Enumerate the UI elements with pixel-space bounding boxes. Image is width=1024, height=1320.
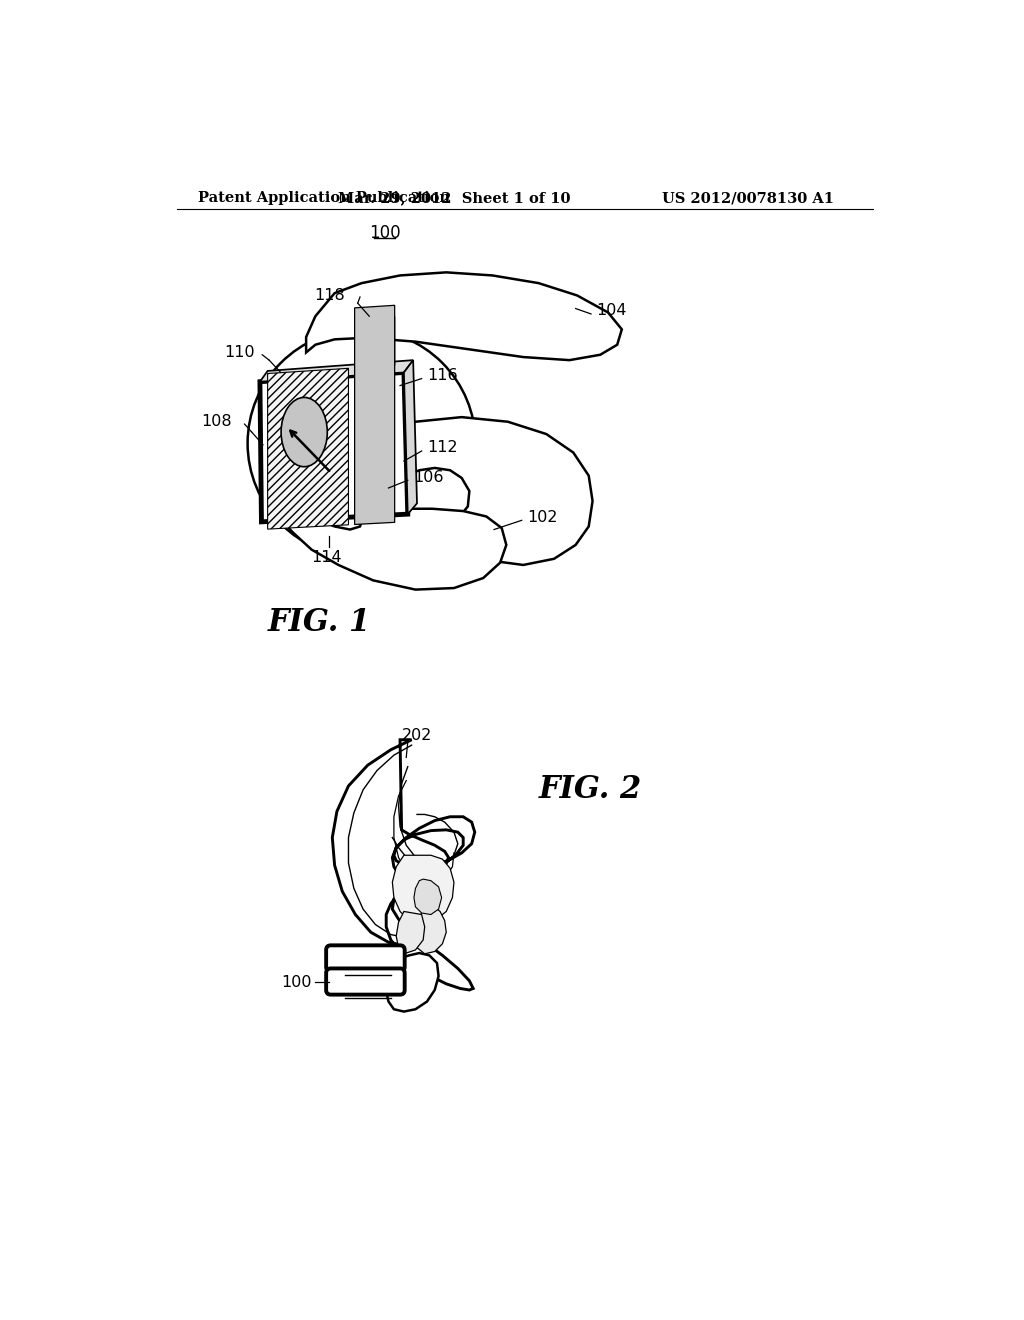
FancyBboxPatch shape <box>326 969 404 995</box>
Text: 102: 102 <box>527 510 558 525</box>
Text: 100: 100 <box>369 224 400 242</box>
Polygon shape <box>392 855 454 924</box>
Text: 110: 110 <box>224 345 255 360</box>
Polygon shape <box>279 496 364 529</box>
Text: Mar. 29, 2012  Sheet 1 of 10: Mar. 29, 2012 Sheet 1 of 10 <box>338 191 570 206</box>
Text: 104: 104 <box>596 304 627 318</box>
Text: 118: 118 <box>313 288 345 304</box>
Text: US 2012/0078130 A1: US 2012/0078130 A1 <box>662 191 834 206</box>
Text: Patent Application Publication: Patent Application Publication <box>199 191 451 206</box>
Ellipse shape <box>282 397 328 467</box>
Polygon shape <box>267 368 348 529</box>
Polygon shape <box>414 879 441 915</box>
Polygon shape <box>260 372 408 521</box>
Polygon shape <box>335 417 593 565</box>
Polygon shape <box>403 360 417 515</box>
Text: 108: 108 <box>202 414 232 429</box>
Polygon shape <box>333 739 475 990</box>
Polygon shape <box>260 360 413 381</box>
Polygon shape <box>306 272 622 360</box>
Circle shape <box>248 330 475 557</box>
Polygon shape <box>354 317 394 368</box>
Text: 202: 202 <box>401 729 432 743</box>
FancyBboxPatch shape <box>326 945 404 972</box>
Text: 116: 116 <box>427 368 458 383</box>
Text: 112: 112 <box>427 441 458 455</box>
Polygon shape <box>386 953 438 1011</box>
Text: FIG. 2: FIG. 2 <box>539 775 642 805</box>
Text: FIG. 1: FIG. 1 <box>267 607 371 638</box>
Polygon shape <box>281 508 506 590</box>
Polygon shape <box>354 305 394 524</box>
Polygon shape <box>396 911 425 953</box>
Text: 106: 106 <box>413 470 443 486</box>
Text: 100: 100 <box>281 974 311 990</box>
Text: 114: 114 <box>311 549 342 565</box>
Polygon shape <box>414 904 446 954</box>
